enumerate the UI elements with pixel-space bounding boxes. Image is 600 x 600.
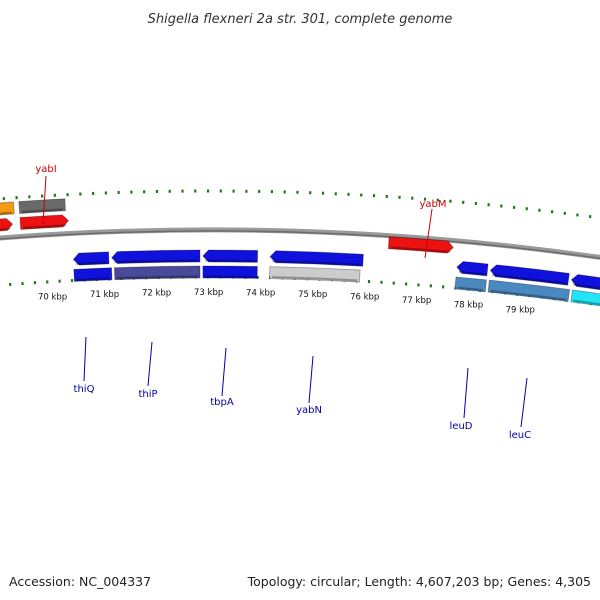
gene-feature-thiP [111,249,201,264]
kbp-tick-label: 70 kbp [38,293,67,303]
gene-feature-orange [0,201,15,216]
gene-feature-orange-shade [0,211,12,215]
gene-feature-red-a-shade [0,227,11,231]
gene-feature-red-a [0,218,14,232]
gene-feature-gray-a-shade [21,208,64,213]
cog-feature-lightgray-shade [271,276,358,282]
kbp-tick-label: 78 kbp [454,300,483,310]
gene-leader-line [83,336,87,382]
gene-feature-thiQ [72,251,110,266]
gene-leader-line [308,355,314,404]
gene-feature-tbpA [202,249,259,263]
map-title: Shigella flexneri 2a str. 301, complete … [148,12,453,27]
kbp-tick-label: 72 kbp [142,289,171,299]
gene-label-yabN: yabN [296,405,322,416]
gene-label-thiP: thiP [138,389,157,400]
topology-summary-text: Topology: circular; Length: 4,607,203 bp… [247,574,591,589]
genome-backbone-shadow [0,230,600,260]
cog-feature-steel-b-shade [490,289,566,301]
gene-feature-gray-a [18,198,66,214]
kbp-tick-label: 75 kbp [298,290,327,300]
cog-feature-blue-b [202,265,258,279]
gene-feature-leuC [489,264,570,286]
gene-leader-line [221,347,227,397]
accession-text: Accession: NC_004337 [9,574,151,589]
gene-feature-red-c-shade [390,246,451,253]
kbp-tick-label: 73 kbp [194,288,223,298]
gene-leader-line [463,367,469,419]
cog-feature-lightgray [269,266,361,283]
gene-label-thiQ: thiQ [74,384,95,395]
gene-feature-yabN [269,250,364,267]
cog-feature-cyan [570,289,600,307]
gene-label-leuC: leuC [509,430,531,441]
kbp-tick-label: 79 kbp [506,306,535,316]
genome-backbone [0,227,600,260]
gene-leader-line [424,208,433,259]
cog-feature-cyan-shade [573,299,600,306]
gene-feature-thiQ-shade [75,261,107,265]
gene-feature-leuB-shade [573,283,600,290]
gene-label-yabI: yabI [35,164,56,175]
cog-feature-purple-shade [117,275,198,280]
kbp-tick-label: 74 kbp [246,288,275,298]
gene-feature-yabN-shade [272,260,361,266]
gene-feature-leuD-shade [458,270,485,276]
cog-feature-blue-a-shade [76,277,110,281]
gene-feature-red-b-shade [23,224,67,229]
gene-feature-leuC-shade [492,273,566,285]
gene-feature-red-b [19,214,69,230]
gene-label-leuD: leuD [450,421,473,432]
gene-feature-leuB [570,274,600,291]
gene-feature-red-c [387,236,454,254]
cog-feature-blue-a [73,267,113,282]
gene-leader-line [520,377,528,428]
gene-feature-thiP-shade [114,259,198,264]
cog-feature-steel-a-shade [457,286,484,292]
kbp-tick-label: 71 kbp [90,290,119,300]
gene-leader-line [147,341,153,387]
gene-label-yabM: yabM [419,199,446,210]
gene-feature-leuD [456,261,489,277]
kbp-tick-label: 76 kbp [350,292,379,302]
kbp-tick-label: 77 kbp [402,296,431,306]
cog-feature-steel-a [454,276,487,293]
gene-leader-line [42,175,47,225]
cog-feature-steel-b [487,279,571,302]
cog-feature-purple [114,265,201,281]
gene-label-tbpA: tbpA [210,397,234,408]
